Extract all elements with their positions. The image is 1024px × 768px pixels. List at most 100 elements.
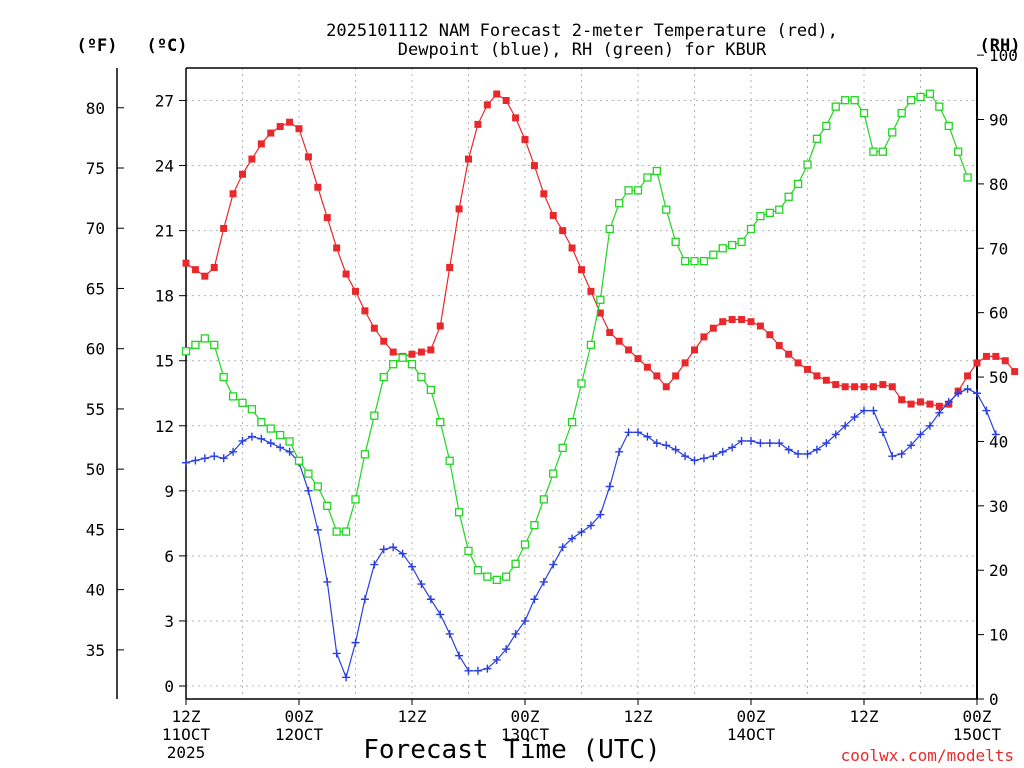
rh-tick-label: 10 [989, 626, 1008, 645]
dewpoint-point [718, 447, 727, 456]
temperature-point [681, 359, 689, 367]
dewpoint-point [577, 528, 586, 537]
dewpoint-point [455, 651, 464, 660]
x-tick-label: 12Z [624, 707, 653, 726]
rh-point [793, 179, 803, 189]
rh-point [737, 237, 746, 246]
rh-point [238, 398, 247, 407]
dewpoint-point [605, 482, 614, 491]
dewpoint-point [624, 428, 633, 437]
x-axis-title: Forecast Time (UTC) [363, 735, 660, 765]
dewpoint-point [266, 439, 275, 448]
dewpoint-point [878, 428, 887, 437]
dewpoint-point [351, 638, 360, 647]
dewpoint-point [360, 595, 369, 604]
rh-point [294, 456, 304, 465]
dewpoint-point [794, 449, 803, 458]
rh-point [511, 559, 520, 568]
dewpoint-point [417, 580, 426, 589]
temperature-point [832, 381, 840, 389]
temperature-point [436, 322, 444, 330]
rh-point [596, 295, 605, 304]
dewpoint-point [436, 610, 445, 619]
dewpoint-point [219, 454, 228, 463]
temperature-point [182, 259, 190, 267]
temperature-point [229, 190, 237, 198]
dewpoint-point [398, 549, 407, 558]
temperature-point [869, 383, 877, 391]
celsius-tick-label: 3 [164, 612, 174, 631]
rh-point [662, 205, 671, 214]
dewpoint-point [549, 560, 558, 569]
chart-title: 2025101112 NAM Forecast 2-meter Temperat… [326, 21, 838, 41]
temperature-point [408, 350, 416, 358]
dewpoint-point [473, 666, 482, 675]
rh-point [718, 244, 727, 253]
rh-point [831, 102, 840, 111]
dewpoint-point [285, 447, 294, 456]
dewpoint-point [973, 389, 981, 398]
temperature-point [427, 346, 435, 354]
rh-point [615, 199, 624, 208]
dewpoint-point [812, 445, 821, 454]
dewpoint-point [709, 452, 718, 461]
rh-point [389, 360, 398, 369]
x-tick-label: 00Z [963, 707, 992, 726]
temperature-point [888, 383, 896, 391]
dewpoint-point [756, 439, 765, 448]
dewpoint-point [803, 449, 812, 458]
rh-point [191, 340, 200, 350]
dewpoint-point [897, 449, 906, 458]
temperature-point [417, 348, 425, 356]
temperature-point [756, 322, 764, 330]
dewpoint-point [662, 441, 671, 450]
temperature-point [634, 355, 642, 363]
rh-point [869, 147, 878, 156]
temperature-point [794, 359, 802, 367]
rh-point [502, 572, 511, 581]
rh-point [473, 566, 483, 575]
fahrenheit-tick-label: 70 [86, 219, 105, 238]
rh-point [906, 96, 916, 105]
temperature-point [512, 114, 520, 122]
temperature-point [738, 316, 746, 324]
rh-tick-label: 40 [989, 432, 1008, 451]
rh-point [577, 379, 586, 388]
temperature-point [521, 136, 529, 144]
rh-tick-label: 100 [989, 46, 1018, 65]
rh-tick-label: 80 [989, 175, 1008, 194]
x-tick-label: 2025 [167, 743, 206, 762]
axes-layer: 0 3 6 9 12 15 18 21 24 27 35 40 45 50 55 60 65 70 75 80 0 10 2… [86, 46, 1018, 762]
temperature-point [559, 227, 567, 235]
dewpoint-point [370, 560, 379, 569]
dewpoint-point [765, 439, 774, 448]
dewpoint-point [634, 428, 642, 437]
dewpoint-point [671, 445, 680, 454]
x-tick-label: 12Z [398, 707, 427, 726]
dewpoint-point [210, 452, 219, 461]
rh-point [181, 347, 191, 356]
rh-point [963, 173, 972, 182]
dewpoint-point [935, 408, 944, 417]
fahrenheit-tick-label: 45 [86, 520, 105, 539]
rh-point [276, 430, 285, 440]
temperature-point [785, 350, 793, 358]
temperature-point [917, 398, 924, 406]
celsius-tick-label: 9 [164, 482, 174, 501]
rh-point [746, 224, 756, 234]
dewpoint-point [699, 454, 708, 463]
rh-point [304, 469, 313, 478]
rh-point [925, 89, 935, 98]
temperature-point [813, 372, 821, 380]
temperature-point [747, 318, 755, 326]
temperature-point [361, 307, 369, 315]
fahrenheit-tick-label: 80 [86, 99, 105, 118]
temperature-point [709, 324, 717, 332]
rh-point [285, 437, 294, 446]
temperature-point [304, 153, 312, 161]
rh-point [492, 575, 501, 585]
temperature-point [1011, 368, 1019, 376]
temperature-point [540, 190, 548, 198]
dewpoint-point [323, 577, 332, 586]
x-tick-label: 12Z [850, 707, 879, 726]
